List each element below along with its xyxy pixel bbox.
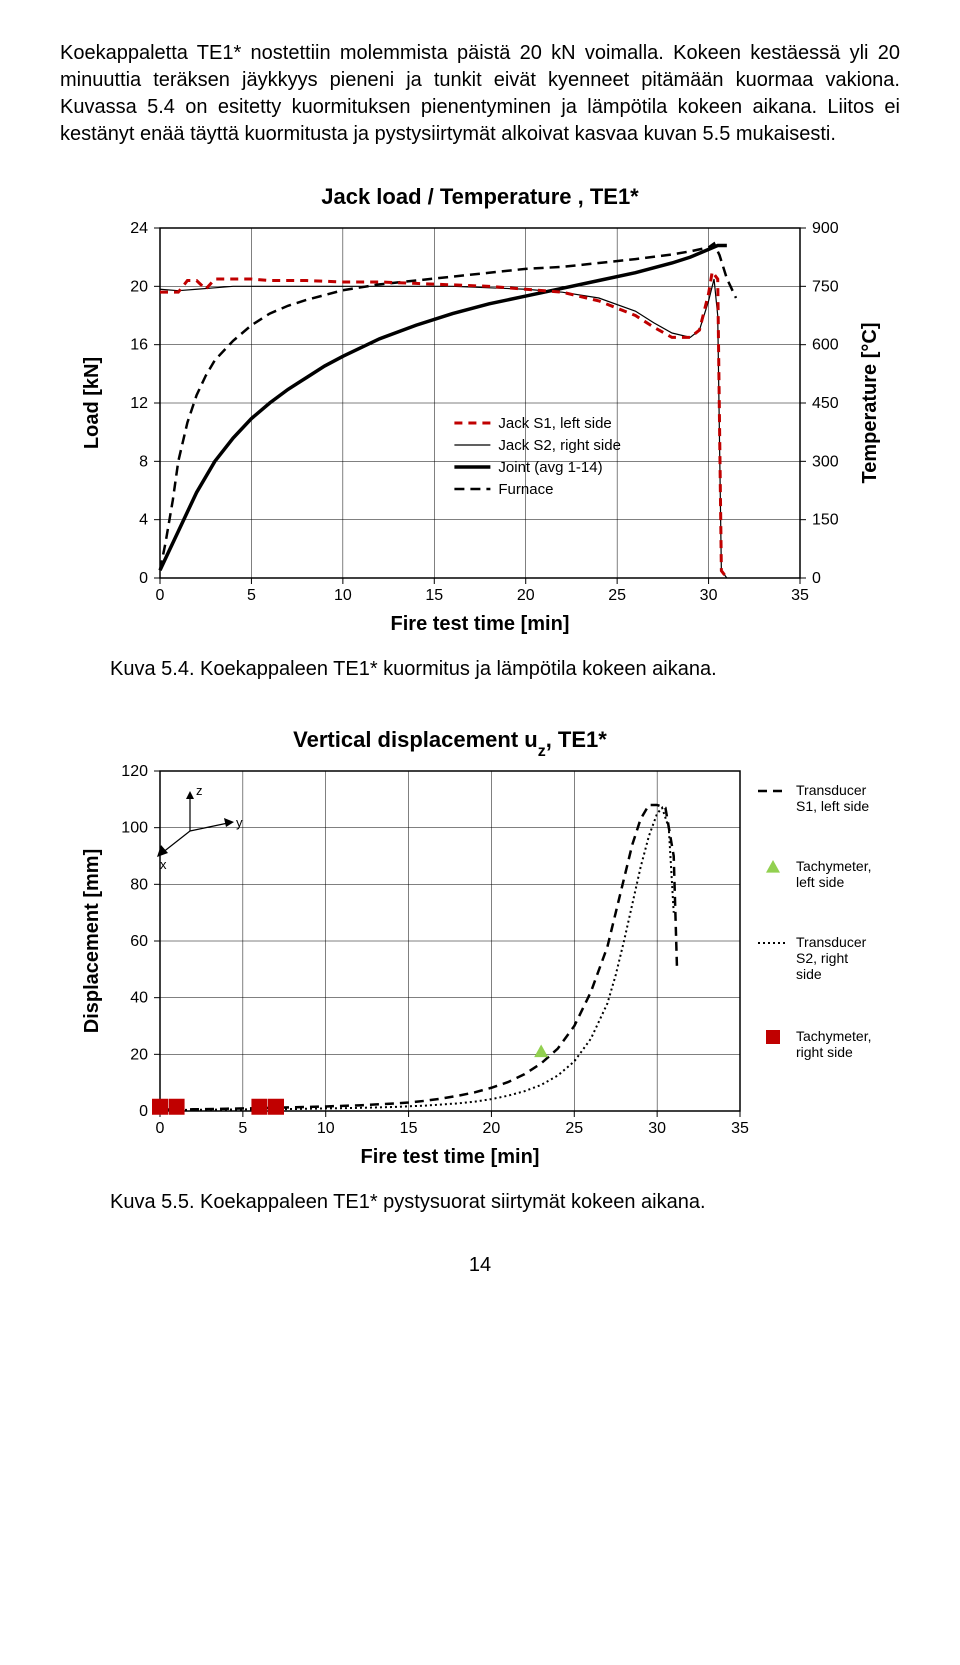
chart-load-temperature: Jack load / Temperature , TE1* 0 5 10 15 20 25… <box>60 178 900 648</box>
svg-text:Load [kN]: Load [kN] <box>81 357 103 449</box>
svg-text:4: 4 <box>139 512 148 529</box>
svg-text:5: 5 <box>247 587 256 604</box>
svg-text:80: 80 <box>130 876 148 893</box>
chart-displacement: Vertical displacement uz, TE1* 0 5 10 15 20 25… <box>60 721 900 1181</box>
svg-text:25: 25 <box>608 587 626 604</box>
svg-text:Jack load / Temperature , TE1*: Jack load / Temperature , TE1* <box>321 184 639 209</box>
svg-text:300: 300 <box>812 453 839 470</box>
svg-text:Vertical displacement uz, TE1*: Vertical displacement uz, TE1* <box>293 727 607 760</box>
svg-text:Displacement [mm]: Displacement [mm] <box>81 849 103 1034</box>
svg-text:20: 20 <box>130 278 148 295</box>
svg-text:10: 10 <box>317 1120 335 1137</box>
svg-text:30: 30 <box>700 587 718 604</box>
svg-text:right side: right side <box>796 1044 853 1060</box>
svg-text:Fire test time [min]: Fire test time [min] <box>391 613 570 635</box>
svg-text:0: 0 <box>156 587 165 604</box>
svg-text:Temperature [°C]: Temperature [°C] <box>859 323 881 484</box>
svg-text:Furnace: Furnace <box>498 481 553 498</box>
svg-text:0: 0 <box>139 1103 148 1120</box>
svg-text:Transducer: Transducer <box>796 934 867 950</box>
svg-text:side: side <box>796 966 822 982</box>
svg-text:0: 0 <box>139 570 148 587</box>
body-paragraph: Koekappaletta TE1* nostettiin molemmista… <box>60 40 900 148</box>
svg-text:150: 150 <box>812 512 839 529</box>
svg-text:left side: left side <box>796 874 844 890</box>
svg-text:y: y <box>236 815 243 830</box>
svg-text:Joint (avg 1-14): Joint (avg 1-14) <box>498 459 602 476</box>
svg-text:z: z <box>196 783 203 798</box>
svg-text:0: 0 <box>156 1120 165 1137</box>
svg-text:Tachymeter,: Tachymeter, <box>796 1028 871 1044</box>
svg-text:750: 750 <box>812 278 839 295</box>
svg-text:30: 30 <box>648 1120 666 1137</box>
svg-text:35: 35 <box>791 587 809 604</box>
svg-text:12: 12 <box>130 395 148 412</box>
svg-text:Tachymeter,: Tachymeter, <box>796 858 871 874</box>
svg-text:Fire test time [min]: Fire test time [min] <box>361 1146 540 1168</box>
svg-text:16: 16 <box>130 337 148 354</box>
svg-text:S1, left side: S1, left side <box>796 798 869 814</box>
svg-text:60: 60 <box>130 933 148 950</box>
svg-text:Jack S1, left side: Jack S1, left side <box>498 415 611 432</box>
svg-text:20: 20 <box>483 1120 501 1137</box>
svg-text:600: 600 <box>812 337 839 354</box>
caption-chart2: Kuva 5.5. Koekappaleen TE1* pystysuorat … <box>110 1191 900 1214</box>
svg-text:5: 5 <box>238 1120 247 1137</box>
svg-text:8: 8 <box>139 453 148 470</box>
svg-text:0: 0 <box>812 570 821 587</box>
svg-text:10: 10 <box>334 587 352 604</box>
svg-text:40: 40 <box>130 990 148 1007</box>
svg-text:120: 120 <box>121 763 148 780</box>
page-number: 14 <box>60 1254 900 1277</box>
svg-text:24: 24 <box>130 220 148 237</box>
svg-text:15: 15 <box>400 1120 418 1137</box>
svg-text:450: 450 <box>812 395 839 412</box>
svg-text:25: 25 <box>565 1120 583 1137</box>
svg-text:x: x <box>160 857 167 872</box>
svg-text:900: 900 <box>812 220 839 237</box>
svg-text:Jack S2, right side: Jack S2, right side <box>498 437 621 454</box>
svg-text:100: 100 <box>121 820 148 837</box>
svg-text:35: 35 <box>731 1120 749 1137</box>
svg-text:15: 15 <box>425 587 443 604</box>
svg-text:S2, right: S2, right <box>796 950 848 966</box>
svg-text:Transducer: Transducer <box>796 782 867 798</box>
caption-chart1: Kuva 5.4. Koekappaleen TE1* kuormitus ja… <box>110 658 900 681</box>
svg-text:20: 20 <box>517 587 535 604</box>
svg-text:20: 20 <box>130 1046 148 1063</box>
